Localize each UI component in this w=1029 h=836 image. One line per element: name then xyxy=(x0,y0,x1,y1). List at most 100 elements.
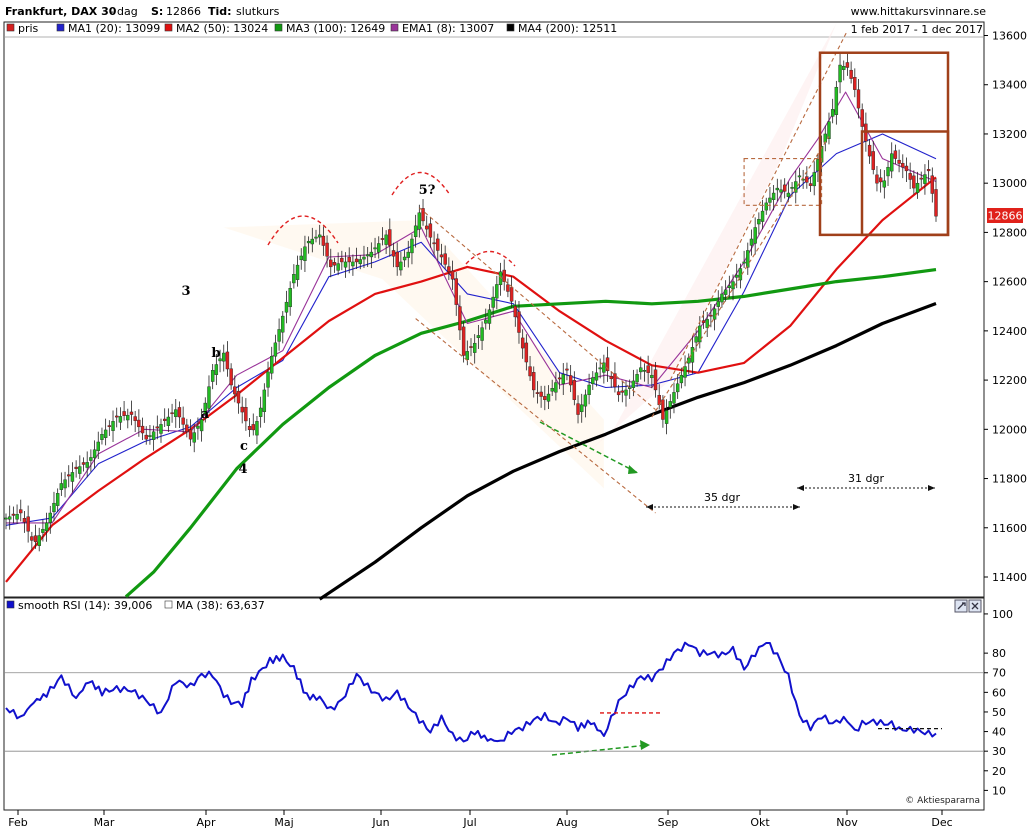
candle-body xyxy=(583,394,588,407)
wave-label: 4 xyxy=(238,462,247,477)
legend-label: MA3 (100): 12649 xyxy=(286,22,385,35)
candle-body xyxy=(830,109,835,117)
wrench-icon-glyph xyxy=(957,602,966,610)
legend-swatch xyxy=(56,23,65,32)
candle-body xyxy=(126,414,130,421)
candle-body xyxy=(867,144,872,157)
candle-body xyxy=(712,308,717,320)
candle-body xyxy=(491,296,495,308)
candle-body xyxy=(484,319,488,324)
legend-swatch xyxy=(6,600,15,609)
candle-body xyxy=(340,257,344,263)
inner-box xyxy=(860,130,950,237)
candle-body xyxy=(192,432,196,443)
price-tick-label: 13200 xyxy=(992,128,1027,141)
candle-body xyxy=(281,315,285,333)
candle-body xyxy=(465,351,470,360)
candle-body xyxy=(70,472,75,482)
candle-body xyxy=(664,410,669,424)
candle-body xyxy=(225,351,230,370)
candle-body xyxy=(812,172,816,187)
price-tick-label: 13000 xyxy=(992,177,1027,190)
candle-body xyxy=(568,375,573,386)
candle-body xyxy=(240,406,244,413)
candle-body xyxy=(749,238,754,246)
candle-body xyxy=(380,238,385,240)
candle-body xyxy=(432,242,436,245)
candle-body xyxy=(746,250,750,268)
candle-body xyxy=(203,402,207,415)
candle-body xyxy=(517,311,521,333)
candle-body xyxy=(675,383,680,393)
candle-body xyxy=(354,258,359,263)
copyright: © Aktiespararna xyxy=(905,796,980,806)
candle-body xyxy=(306,240,311,244)
rsi-panel xyxy=(3,597,985,811)
candle-body xyxy=(115,415,119,418)
candle-body xyxy=(37,535,41,546)
candle-body xyxy=(495,284,499,299)
candle-body xyxy=(185,424,189,432)
candle-body xyxy=(266,371,270,388)
candle-body xyxy=(148,435,152,437)
candle-body xyxy=(598,367,602,370)
header-website[interactable]: www.hittakursvinnare.se xyxy=(851,5,987,18)
legend-swatch xyxy=(274,23,283,32)
candle-body xyxy=(199,419,204,432)
candle-body xyxy=(214,364,219,375)
candle-body xyxy=(111,421,115,431)
candle-body xyxy=(705,319,709,328)
candle-body xyxy=(731,281,735,290)
candle-body xyxy=(594,372,599,381)
legend-swatch xyxy=(390,23,399,32)
candle-body xyxy=(701,320,706,323)
candle-body xyxy=(613,373,617,388)
rsi-tick-label: 50 xyxy=(992,706,1006,719)
candle-body xyxy=(347,256,351,263)
candle-body xyxy=(314,236,318,239)
candle-body xyxy=(653,369,658,391)
rsi-axis: 10 20 30 40 50 60 70 80 100 xyxy=(984,608,1013,797)
price-tick-label: 12200 xyxy=(992,374,1027,387)
legend-swatch xyxy=(164,23,173,32)
channel-line xyxy=(418,207,656,411)
candle-body xyxy=(162,418,167,421)
candle-body xyxy=(775,187,780,191)
candle-body xyxy=(52,502,56,513)
candle-body xyxy=(565,368,569,371)
month-label: Maj xyxy=(274,816,293,829)
candle-body xyxy=(642,370,647,372)
candle-body xyxy=(461,326,466,356)
candle-body xyxy=(336,263,340,271)
candle-body xyxy=(377,243,381,253)
month-label: Jul xyxy=(462,816,476,829)
candle-body xyxy=(760,210,765,222)
span-label: 31 dgr xyxy=(848,472,884,485)
candle-body xyxy=(576,403,580,415)
candle-body xyxy=(129,411,134,415)
wave-label: a xyxy=(201,407,210,422)
candle-body xyxy=(856,89,861,109)
candle-body xyxy=(450,270,455,280)
legend-swatch xyxy=(6,23,15,32)
candle-body xyxy=(406,251,410,258)
candle-body xyxy=(188,429,193,440)
candle-body xyxy=(181,417,185,425)
rsi-tick-label: 80 xyxy=(992,647,1006,660)
candle-body xyxy=(875,174,879,184)
month-label: Feb xyxy=(8,816,27,829)
candle-body xyxy=(520,337,525,349)
divergence-arrow xyxy=(551,744,649,756)
candle-body xyxy=(4,517,8,520)
span-label: 35 dgr xyxy=(704,491,740,504)
candle-body xyxy=(753,227,757,244)
wave-label: 5? xyxy=(419,183,436,198)
candle-body xyxy=(410,238,414,254)
candle-body xyxy=(757,219,761,225)
arrow-head xyxy=(628,465,638,474)
candle-body xyxy=(19,509,23,514)
candle-body xyxy=(251,424,255,431)
candle-body xyxy=(661,399,665,420)
candle-body xyxy=(543,396,547,400)
header-type-value: slutkurs xyxy=(236,5,280,18)
